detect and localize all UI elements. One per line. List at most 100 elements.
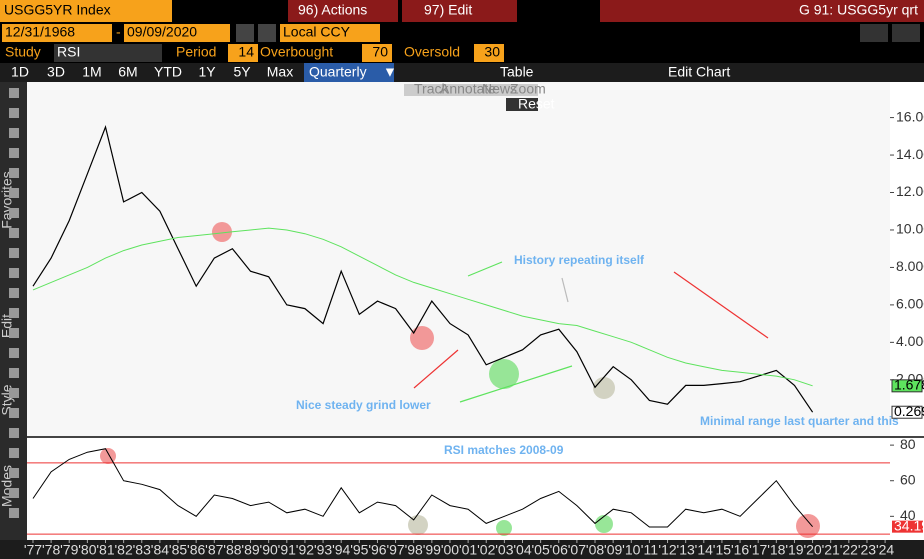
x-tick-label: '18: [767, 542, 785, 558]
y-tick-label: 10.0000: [896, 221, 924, 237]
frequency: Quarterly: [309, 64, 367, 80]
mini-tool[interactable]: Reset: [518, 96, 555, 112]
arrow: [561, 277, 569, 303]
tool-icon[interactable]: [9, 488, 19, 498]
y-tick-label: 60: [900, 471, 916, 487]
mini-tool[interactable]: Zoom: [510, 81, 546, 97]
tool-icon[interactable]: [9, 128, 19, 138]
range-btn[interactable]: 6M: [118, 64, 137, 80]
undo[interactable]: [860, 24, 888, 42]
price-panel: [27, 82, 890, 436]
tool-icon[interactable]: [9, 308, 19, 318]
x-tick-label: '95: [350, 542, 368, 558]
tool-icon[interactable]: [9, 88, 19, 98]
mini-tool[interactable]: News: [482, 81, 517, 97]
currency: Local CCY: [283, 24, 351, 40]
x-tick-label: '19: [785, 542, 803, 558]
x-tick-label: '24: [876, 542, 894, 558]
tool-icon[interactable]: [9, 288, 19, 298]
x-tick-label: '94: [332, 542, 350, 558]
edit-btn[interactable]: [402, 0, 517, 22]
oversold-label: Oversold: [404, 44, 460, 60]
x-tick-label: '02: [477, 542, 495, 558]
x-tick-label: '85: [169, 542, 187, 558]
oversold-field[interactable]: [474, 44, 504, 62]
reset-btn[interactable]: [506, 98, 538, 111]
tool-icon[interactable]: [9, 428, 19, 438]
tool-icon[interactable]: [9, 368, 19, 378]
nav-back[interactable]: [236, 24, 254, 42]
tool-icon[interactable]: [9, 348, 19, 358]
title-bar: [600, 0, 924, 22]
x-tick-label: '00: [441, 542, 459, 558]
highlight: [595, 515, 613, 533]
y-tick-label: 12.0000: [896, 183, 924, 199]
tool-icon[interactable]: [9, 228, 19, 238]
y-tick-label: 16.0000: [896, 108, 924, 124]
tool-icon[interactable]: [9, 268, 19, 278]
redo[interactable]: [892, 24, 920, 42]
tool-icon[interactable]: [9, 108, 19, 118]
x-tick-label: '06: [550, 542, 568, 558]
tool-icon[interactable]: [9, 508, 19, 518]
mini-tool[interactable]: Annotate: [440, 81, 496, 97]
range-btn[interactable]: 1Y: [198, 64, 216, 80]
x-tick-label: '92: [296, 542, 314, 558]
x-tick-label: '86: [187, 542, 205, 558]
x-tick-label: '03: [495, 542, 513, 558]
end-field[interactable]: [124, 24, 230, 42]
x-tick-label: '05: [532, 542, 550, 558]
last-value-tag: [891, 379, 923, 393]
period-field[interactable]: [228, 44, 258, 62]
tool-icon[interactable]: [9, 328, 19, 338]
tool-icon[interactable]: [9, 248, 19, 258]
ticker-box[interactable]: [0, 0, 172, 22]
arrow: [459, 365, 573, 403]
tool-icon[interactable]: [9, 448, 19, 458]
tool-icon[interactable]: [9, 468, 19, 478]
dropdown-arrow: ▼: [383, 64, 397, 80]
tool-icon[interactable]: [9, 148, 19, 158]
highlight: [796, 514, 820, 538]
oversold: 30: [484, 44, 500, 60]
last-value-tag: [892, 520, 923, 533]
range-btn[interactable]: 3D: [47, 64, 65, 80]
x-tick-label: '99: [423, 542, 441, 558]
edit-chart[interactable]: Edit Chart: [668, 64, 730, 80]
x-tick-label: '20: [803, 542, 821, 558]
x-tick-label: '80: [78, 542, 96, 558]
range-btn[interactable]: Max: [267, 64, 293, 80]
tool-icon[interactable]: [9, 388, 19, 398]
tool-icon[interactable]: [9, 208, 19, 218]
arrows: [413, 261, 769, 403]
nav-fwd[interactable]: [258, 24, 276, 42]
study-label: Study: [5, 44, 41, 60]
series-line: [32, 124, 814, 413]
overbought-field[interactable]: [362, 44, 392, 62]
ccy-field[interactable]: [280, 24, 380, 42]
panel-divider: [27, 436, 924, 438]
series-line: [32, 448, 813, 528]
study-field[interactable]: [54, 44, 162, 62]
side-label: Favorites: [0, 171, 15, 229]
tool-icon[interactable]: [9, 188, 19, 198]
range-btn[interactable]: YTD: [154, 64, 182, 80]
x-tick-label: '12: [658, 542, 676, 558]
range-btn[interactable]: 1M: [82, 64, 101, 80]
table[interactable]: Table: [500, 64, 534, 80]
tool-icon[interactable]: [9, 408, 19, 418]
y-tick-label: 6.0000: [896, 296, 924, 312]
x-tick-label: '17: [749, 542, 767, 558]
x-tick-label: '87: [205, 542, 223, 558]
tool-icon[interactable]: [9, 168, 19, 178]
start-field[interactable]: [2, 24, 112, 42]
actions-btn[interactable]: [288, 0, 398, 22]
arrow: [467, 261, 503, 277]
mini-tool[interactable]: Track: [414, 81, 449, 97]
range-btn[interactable]: 5Y: [233, 64, 251, 80]
x-tick-label: '23: [858, 542, 876, 558]
annotation: RSI matches 2008-09: [444, 443, 564, 457]
frequency-btn[interactable]: [304, 63, 394, 82]
range-btn[interactable]: 1D: [11, 64, 29, 80]
study-name: RSI: [57, 44, 80, 60]
